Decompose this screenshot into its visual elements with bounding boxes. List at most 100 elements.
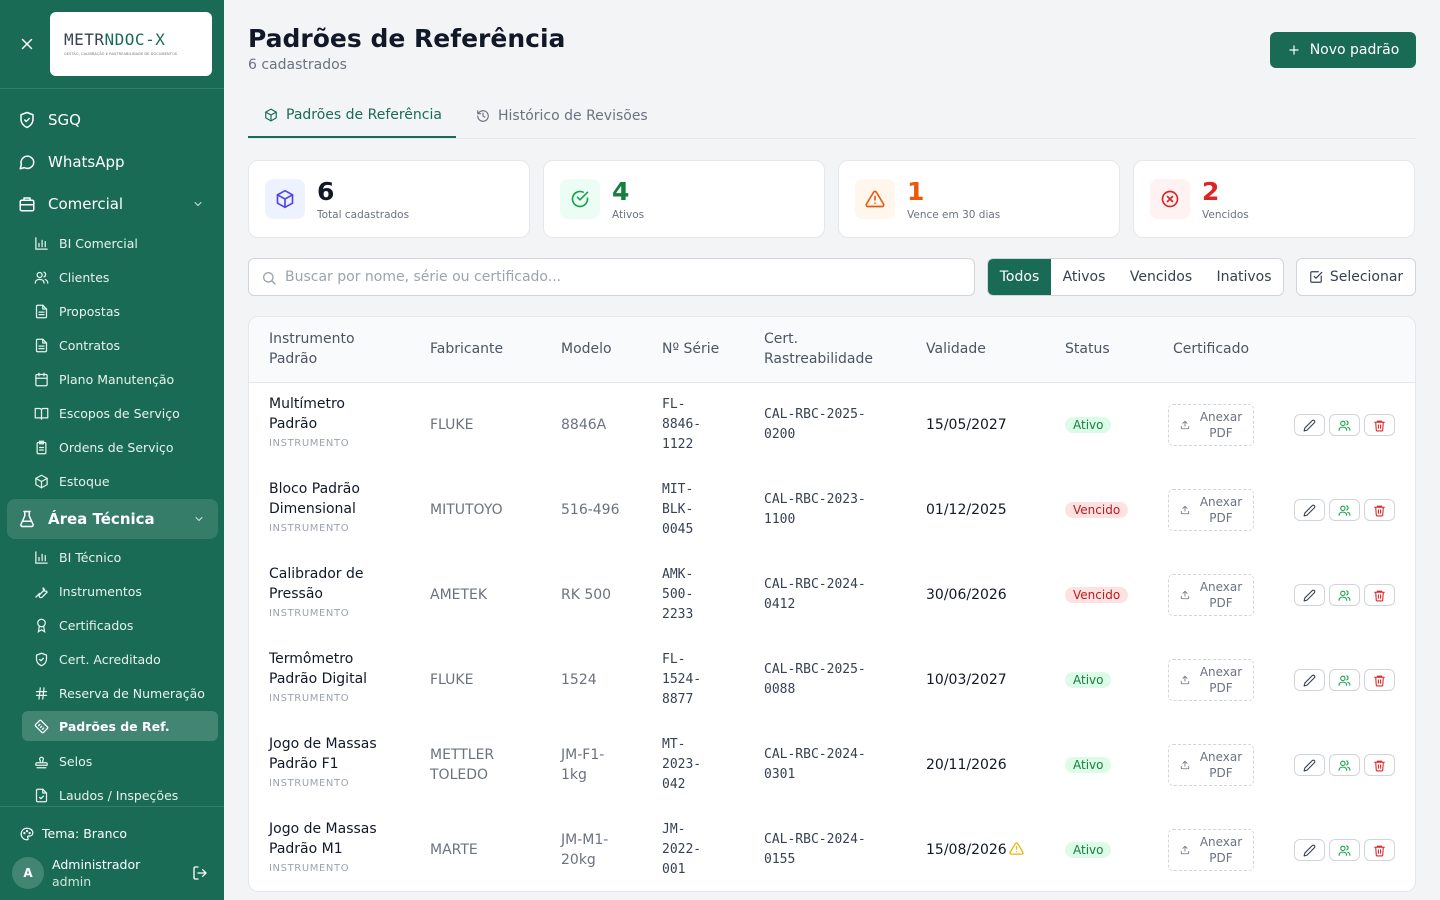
search-icon [263,272,276,285]
instrument-type: INSTRUMENTO [269,778,350,789]
pencil-icon [1303,504,1316,516]
validity-date: 01/12/2025 [926,502,1007,518]
sidebar-item-label: Reserva de Numeração [59,685,205,701]
tab-historico[interactable]: Histórico de Revisões [476,94,648,138]
sidebar-item-ordens-servico[interactable]: Ordens de Serviço [0,432,224,462]
filter-ativos[interactable]: Ativos [1062,269,1106,285]
sidebar-item-laudos[interactable]: Laudos / Inspeções [0,780,224,810]
avatar: A [12,857,44,889]
status-badge: Vencido [1065,587,1129,603]
edit-button[interactable] [1294,499,1325,521]
sidebar-item-bi-comercial[interactable]: BI Comercial [0,228,224,258]
sidebar-item-cert-acreditado[interactable]: Cert. Acreditado [0,644,224,674]
sidebar-item-label: Certificados [59,617,134,633]
instrument-type: INSTRUMENTO [269,693,350,704]
users-button[interactable] [1329,499,1360,521]
traceability-cert: CAL-RBC-2024- 0412 [764,577,866,612]
filter-todos[interactable]: Todos [988,259,1051,295]
bar-chart-icon [35,236,48,250]
sidebar-item-selos[interactable]: Selos [0,746,224,776]
sidebar: METRNDOC-X GESTÃO, CALIBRAÇÃO E RASTREAB… [0,0,224,900]
sidebar-item-escopos[interactable]: Escopos de Serviço [0,398,224,428]
check-circle-icon [571,190,589,208]
attach-pdf-button[interactable]: Anexar PDF [1168,574,1254,616]
instrument-name: Multímetro Padrão INSTRUMENTO [269,394,409,450]
serial-number: AMK- 500- 2233 [662,567,694,622]
sidebar-item-propostas[interactable]: Propostas [0,296,224,326]
edit-button[interactable] [1294,839,1325,861]
sidebar-item-bi-tecnico[interactable]: BI Técnico [0,542,224,572]
filter-vencidos[interactable]: Vencidos [1129,269,1193,285]
chevron-down-icon [195,517,203,522]
sidebar-item-label: BI Técnico [59,549,122,565]
stat-label: Vencidos [1202,209,1249,221]
delete-button[interactable] [1364,584,1395,606]
sidebar-item-area-tecnica[interactable]: Área Técnica [7,499,218,539]
users-icon [1338,589,1351,601]
serial-number: FL- 1524- 8877 [662,652,702,707]
tab-padroes[interactable]: Padrões de Referência [248,94,456,138]
sidebar-item-whatsapp[interactable]: WhatsApp [0,142,224,182]
search-box [248,258,975,296]
attach-pdf-button[interactable]: Anexar PDF [1168,829,1254,871]
sidebar-item-label: Estoque [59,473,110,489]
edit-button[interactable] [1294,584,1325,606]
package-icon [265,108,277,122]
sidebar-item-estoque[interactable]: Estoque [0,466,224,496]
sidebar-item-comercial[interactable]: Comercial [0,184,224,224]
users-button[interactable] [1329,754,1360,776]
attach-pdf-button[interactable]: Anexar PDF [1168,489,1254,531]
users-button[interactable] [1329,669,1360,691]
sidebar-item-sgq[interactable]: SGQ [0,100,224,140]
attach-label: Anexar PDF [1199,750,1243,780]
flask-icon [20,510,34,528]
tab-label: Histórico de Revisões [498,108,648,124]
col-modelo: Modelo [561,341,612,357]
sidebar-item-certificados[interactable]: Certificados [0,610,224,640]
sidebar-item-contratos[interactable]: Contratos [0,330,224,360]
status-badge: Ativo [1065,672,1112,688]
logout-button[interactable] [192,865,208,881]
delete-button[interactable] [1364,754,1395,776]
attach-pdf-button[interactable]: Anexar PDF [1168,744,1254,786]
validity-date: 10/03/2027 [926,672,1007,688]
table-row: Jogo de Massas Padrão M1 INSTRUMENTO MARTE… [249,808,1415,891]
manufacturer: FLUKE [430,672,474,688]
select-button[interactable]: Selecionar [1296,258,1416,296]
sidebar-item-instrumentos[interactable]: Instrumentos [0,576,224,606]
users-button[interactable] [1329,584,1360,606]
new-standard-button[interactable]: Novo padrão [1270,32,1416,68]
attach-label: Anexar PDF [1199,580,1243,610]
col-instrumento: Instrumento Padrão [269,331,355,367]
close-sidebar-button[interactable] [18,35,36,53]
stat-value: 1 [907,177,925,206]
logo[interactable]: METRNDOC-X GESTÃO, CALIBRAÇÃO E RASTREAB… [50,12,212,76]
validity-date: 30/06/2026 [926,587,1007,603]
attach-pdf-button[interactable]: Anexar PDF [1168,659,1254,701]
sidebar-item-plano-manutencao[interactable]: Plano Manutenção [0,364,224,394]
edit-button[interactable] [1294,754,1325,776]
edit-button[interactable] [1294,669,1325,691]
delete-button[interactable] [1364,499,1395,521]
users-button[interactable] [1329,839,1360,861]
filter-inativos[interactable]: Inativos [1216,269,1272,285]
tabs: Padrões de Referência Histórico de Revis… [248,94,1416,139]
sidebar-item-clientes[interactable]: Clientes [0,262,224,292]
sidebar-item-reserva-numeracao[interactable]: Reserva de Numeração [0,678,224,708]
instrument-name: Jogo de Massas Padrão M1 INSTRUMENTO [269,819,409,875]
delete-button[interactable] [1364,669,1395,691]
validity-date: 15/08/2026 [926,840,1066,860]
trash-icon [1374,420,1385,431]
users-button[interactable] [1329,414,1360,436]
attach-pdf-button[interactable]: Anexar PDF [1168,404,1254,446]
col-fabricante: Fabricante [430,341,504,357]
sidebar-item-padroes-ref[interactable]: Padrões de Ref. [22,711,218,741]
search-input[interactable] [285,259,965,295]
sidebar-item-label: WhatsApp [48,153,125,171]
clipboard-icon [36,440,47,454]
delete-button[interactable] [1364,839,1395,861]
trash-icon [1374,760,1385,771]
theme-toggle[interactable]: Tema: Branco [20,826,127,841]
edit-button[interactable] [1294,414,1325,436]
delete-button[interactable] [1364,414,1395,436]
